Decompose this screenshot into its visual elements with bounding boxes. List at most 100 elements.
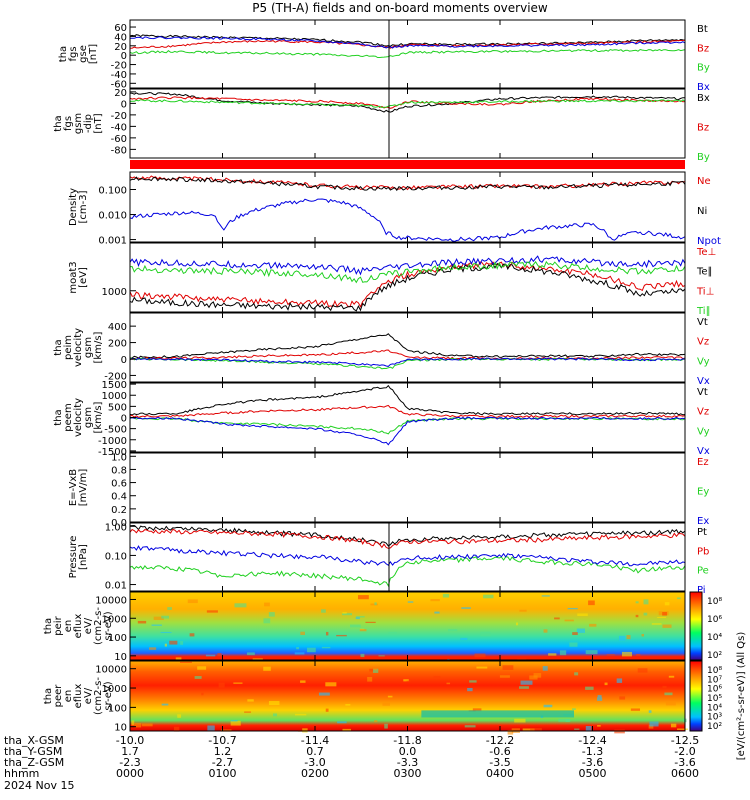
panel-8: 1.00 0.10 0.01 Pressure [nPa] Pt Pb Pe Pi — [68, 522, 709, 596]
y-axis-label-line: en — [63, 620, 74, 633]
y-axis-label-line: [mV/m] — [78, 469, 89, 507]
legend-Bz: Bz — [697, 123, 709, 134]
legend-Pb: Pb — [697, 546, 709, 557]
colorbar-tick: 10² — [707, 651, 722, 661]
legend-Vz: Vz — [697, 337, 709, 348]
y-axis-label-line: eflux — [73, 614, 84, 639]
legend-Npot: Npot — [697, 236, 721, 247]
legend-Ez: Ez — [697, 457, 709, 468]
y-axis-label-line: Density — [68, 188, 79, 226]
y-tick-label: -20 — [111, 61, 127, 72]
colorbar — [689, 591, 703, 661]
panel-4: 1000 moat3 [eV] Te⊥ Te∥ Ti⊥ Ti∥ — [68, 242, 716, 317]
y-tick-label: 1000 — [102, 391, 127, 402]
y-axis-label-line: [km/s] — [93, 401, 104, 433]
x-tick-label: 0000 — [116, 767, 144, 780]
y-tick-label: 0.010 — [98, 211, 127, 222]
series-Pt — [129, 524, 686, 547]
y-tick-label: 100 — [108, 633, 127, 644]
y-axis-label-line: moat3 — [68, 261, 79, 293]
y-axis-label-line: peir — [53, 615, 64, 635]
x-tick-label: -11.4 — [301, 734, 329, 747]
y-axis-label-line: [nT] — [88, 44, 99, 64]
series-Ni — [129, 176, 686, 192]
x-tick-label: -2.7 — [212, 756, 233, 769]
x-tick-label: -3.6 — [582, 756, 603, 769]
series-Pi — [129, 545, 686, 567]
series-By — [129, 99, 686, 109]
legend-Bx: Bx — [697, 93, 710, 104]
panel-2: 200-20-40-60-80 tha fgs gsm -dip [nT] Bx Bz By — [53, 88, 710, 163]
y-axis-label: tha peem velocity gsm [km/s] — [53, 398, 104, 437]
colorbar-label: [eV/(cm²-s-sr-eV)] (All Qs) — [736, 632, 747, 761]
y-tick-label: 0 — [121, 99, 127, 110]
y-tick-label: 10 — [114, 723, 127, 734]
colorbar-tick: 10⁸ — [707, 597, 722, 607]
y-tick-label: -80 — [111, 145, 127, 156]
row-name-tha_Z-GSM: tha_Z-GSM — [4, 756, 64, 769]
y-tick-label: 1000 — [102, 287, 127, 298]
legend-Ti⊥: Ti⊥ — [696, 286, 714, 297]
y-tick-label: 0.001 — [98, 236, 127, 247]
y-tick-label: 1000 — [102, 614, 127, 625]
colorbar-tick: 10⁶ — [707, 615, 722, 625]
y-axis-label-line: fgs — [63, 116, 74, 131]
y-tick-label: -60 — [111, 134, 127, 145]
row-name-tha_Y-GSM: tha_Y-GSM — [4, 745, 62, 758]
legend-Te⊥: Te⊥ — [696, 247, 716, 258]
y-tick-label: 10000 — [95, 665, 127, 676]
legend-Vx: Vx — [697, 446, 710, 457]
y-axis-label-line: E=-VxB — [68, 469, 79, 506]
x-tick-label: -10.0 — [116, 734, 144, 747]
x-tick-label: 0200 — [301, 767, 329, 780]
row-name-tha_X-GSM: tha_X-GSM — [4, 734, 64, 747]
legend-Pt: Pt — [697, 527, 707, 538]
series-Te⊥ — [129, 261, 686, 308]
x-tick-label: 1.7 — [121, 745, 139, 758]
spectrogram — [130, 592, 685, 660]
y-tick-label: 0 — [121, 355, 127, 366]
panel-7: 1.0 0.8 0.6 0.4 0.2 0.0 E=-VxB [mV/m] Ez Ey Ex — [68, 452, 709, 529]
y-axis-label-line: -dip — [83, 114, 94, 133]
y-axis-label-line: (cm2-s- — [93, 677, 104, 715]
y-tick-label: 200 — [108, 339, 127, 350]
y-axis-label-line: eflux — [73, 684, 84, 709]
y-axis-label-line: tha — [53, 115, 64, 131]
y-axis-label-line: velocity — [73, 398, 84, 437]
colorbar-tick: 10² — [707, 722, 722, 732]
legend-Vz: Vz — [697, 407, 709, 418]
legend-Ex: Ex — [697, 516, 709, 527]
y-tick-label: 0.0 — [111, 518, 127, 529]
y-axis-label-line: gsm — [83, 407, 94, 428]
legend-Vy: Vy — [697, 426, 710, 437]
x-tick-label: 1.2 — [214, 745, 232, 758]
y-axis-label-line: peim — [63, 335, 74, 360]
y-tick-label: 0.2 — [111, 505, 127, 516]
y-tick-label: -20 — [111, 111, 127, 122]
colorbar-tick: 10⁸ — [707, 666, 722, 676]
legend-By: By — [697, 152, 710, 163]
panel-frame — [129, 382, 686, 453]
y-tick-label: 1000 — [102, 684, 127, 695]
series-Pe — [129, 556, 686, 588]
series-Vx — [129, 416, 686, 446]
colorbar-tick: 10⁶ — [707, 685, 722, 695]
series-Bz — [129, 39, 686, 49]
colorbar-tick: 10⁴ — [707, 703, 722, 713]
y-tick-label: -40 — [111, 70, 127, 81]
y-tick-label: 40 — [114, 32, 127, 43]
y-tick-label: 500 — [108, 402, 127, 413]
y-tick-label: 20 — [114, 88, 127, 99]
y-axis-label-line: eV/ — [83, 617, 94, 634]
x-tick-label: -12.5 — [671, 734, 699, 747]
y-tick-label: 60 — [114, 23, 127, 34]
y-tick-label: -500 — [104, 425, 127, 436]
x-tick-label: -1.3 — [582, 745, 603, 758]
x-tick-label: 0.0 — [399, 745, 417, 758]
panel-frame — [129, 312, 686, 383]
legend-Ni: Ni — [697, 206, 707, 217]
photo-electron-band — [421, 710, 574, 718]
series-Vx — [129, 357, 686, 367]
